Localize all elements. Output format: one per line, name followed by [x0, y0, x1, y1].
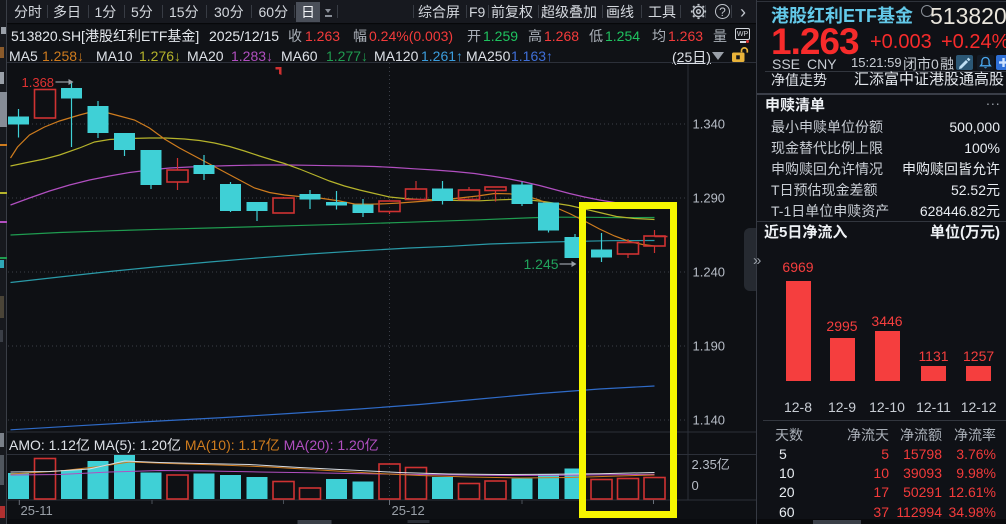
svg-text:2.35亿: 2.35亿 [692, 457, 730, 472]
svg-text:25-11: 25-11 [21, 503, 53, 518]
svg-text:1.190: 1.190 [693, 339, 726, 354]
svg-text:25-12: 25-12 [392, 503, 425, 518]
svg-text:1.340: 1.340 [693, 117, 726, 132]
svg-text:1.140: 1.140 [693, 413, 726, 428]
svg-text:1.290: 1.290 [693, 191, 726, 206]
svg-text:1.368: 1.368 [22, 75, 55, 90]
svg-text:0: 0 [692, 478, 699, 493]
svg-text:1.245: 1.245 [524, 256, 559, 272]
svg-text:1.240: 1.240 [693, 265, 726, 280]
svg-text:AMO: 1.12亿 MA(5): 1.20亿 MA(10): AMO: 1.12亿 MA(5): 1.20亿 MA(10): 1.17亿 MA… [9, 437, 379, 453]
